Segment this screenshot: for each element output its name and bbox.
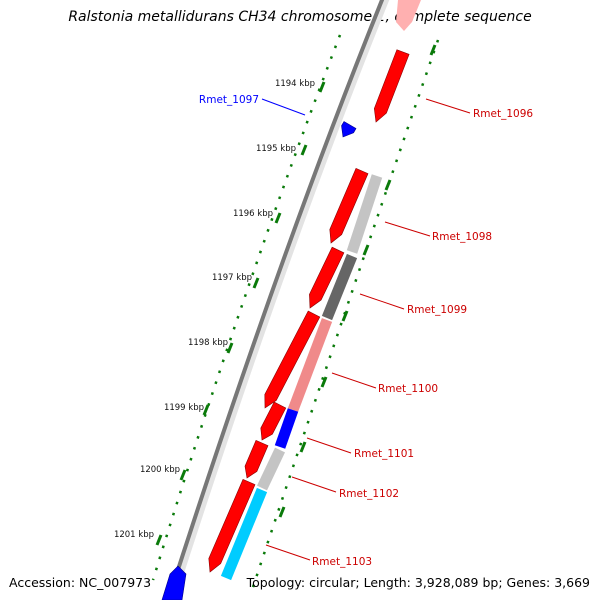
kbp-tick	[179, 469, 187, 481]
kbp-tick-label: 1194 kbp	[275, 79, 315, 89]
gene-label[interactable]: Rmet_1103	[312, 556, 372, 568]
gene-label[interactable]: Rmet_1097	[199, 94, 259, 106]
gene-label-leader	[331, 372, 377, 389]
kbp-tick-label: 1197 kbp	[212, 273, 252, 283]
gene-label-leader	[306, 437, 352, 454]
gene-label-leader	[384, 221, 431, 237]
gene-label[interactable]: Rmet_1101	[354, 448, 414, 460]
gene-label-leader	[265, 544, 311, 561]
gene-category-block	[257, 447, 285, 491]
kbp-tick	[274, 212, 282, 224]
gene-arrow[interactable]	[373, 49, 410, 123]
gene-labels: Rmet_1096 Rmet_1097 Rmet_1098 Rmet_1099 Rmet…	[199, 94, 533, 568]
kbp-tick-label: 1195 kbp	[256, 144, 296, 154]
map-title: Ralstonia metallidurans CH34 chromosome …	[68, 9, 532, 25]
gene-category-block	[274, 408, 299, 449]
gene-arrow[interactable]	[309, 246, 345, 309]
gene-arrow[interactable]	[329, 168, 369, 244]
inner-tick	[341, 310, 349, 322]
inner-tick	[362, 244, 370, 256]
kbp-tick	[202, 404, 210, 416]
gene-arrow[interactable]	[264, 310, 321, 409]
kbp-tick	[226, 342, 234, 354]
kbp-tick-label: 1196 kbp	[233, 209, 273, 219]
gene-arrow-partial	[161, 565, 187, 600]
kbp-tick	[252, 277, 260, 289]
gene-arrow-partial	[396, 0, 421, 31]
kbp-tick-marks	[155, 44, 437, 546]
kbp-tick-label: 1200 kbp	[140, 465, 180, 475]
inner-tick	[429, 44, 437, 56]
genome-backbone	[167, 0, 390, 600]
gene-arrow[interactable]	[341, 121, 357, 138]
kbp-tick	[155, 534, 163, 546]
gene-category-block	[220, 487, 268, 581]
topology-summary: Topology: circular; Length: 3,928,089 bp…	[246, 575, 590, 590]
gene-label[interactable]: Rmet_1096	[473, 108, 533, 120]
gene-arrow[interactable]	[244, 440, 269, 479]
gene-label-leader	[425, 98, 471, 114]
kbp-tick-labels: 1194 kbp 1195 kbp 1196 kbp 1197 kbp 1198 kbp…	[114, 79, 315, 540]
inner-tick	[320, 376, 328, 388]
gene-category-track	[220, 174, 383, 581]
kbp-tick-label: 1201 kbp	[114, 530, 154, 540]
kbp-tick-label: 1199 kbp	[164, 403, 204, 413]
kbp-tick-label: 1198 kbp	[188, 338, 228, 348]
kbp-tick	[300, 144, 308, 156]
gene-label-leaders	[261, 98, 471, 561]
gene-track	[161, 0, 421, 600]
kbp-tick	[318, 81, 326, 93]
gene-category-block	[321, 253, 358, 321]
gene-label[interactable]: Rmet_1098	[432, 231, 492, 243]
gene-label[interactable]: Rmet_1099	[407, 304, 467, 316]
inner-tick	[384, 179, 392, 191]
genome-backbone-core	[166, 0, 385, 600]
gene-arrow[interactable]	[208, 479, 256, 573]
gene-label-leader	[261, 98, 306, 116]
gene-label[interactable]: Rmet_1100	[378, 383, 438, 395]
inner-tick	[299, 441, 307, 453]
gene-label-leader	[291, 476, 337, 493]
gene-label-leader	[359, 293, 405, 310]
gene-arrow[interactable]	[260, 401, 287, 441]
gene-category-block	[346, 174, 383, 254]
accession-text: Accession: NC_007973	[9, 575, 152, 590]
inner-tick	[278, 506, 286, 518]
gene-category-block	[287, 318, 333, 412]
gene-label[interactable]: Rmet_1102	[339, 488, 399, 500]
